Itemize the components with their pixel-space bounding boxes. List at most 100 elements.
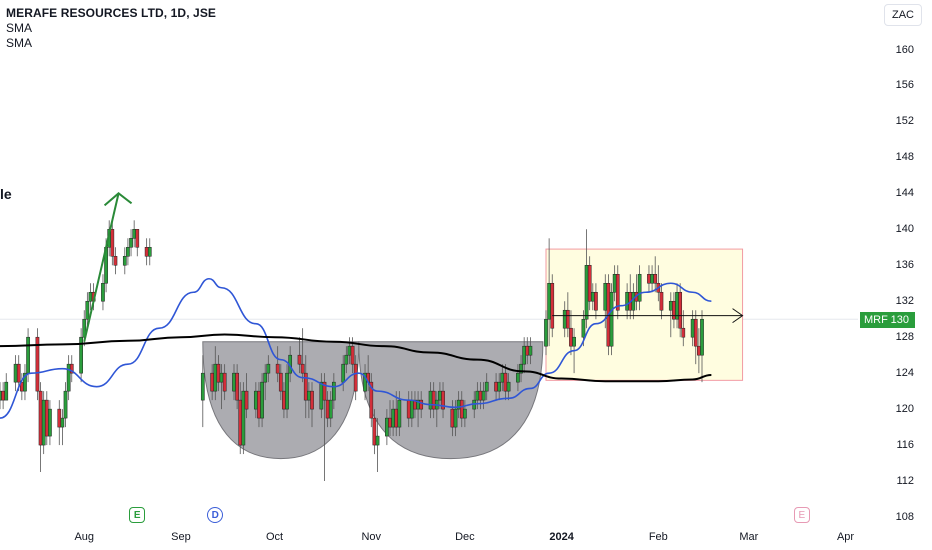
candle-body xyxy=(409,399,414,419)
candle-body xyxy=(522,345,527,365)
candle-body xyxy=(235,372,239,401)
candle-body xyxy=(672,300,676,320)
y-tick-label: 108 xyxy=(895,511,914,523)
candle-body xyxy=(60,417,65,428)
candle-body xyxy=(122,256,127,266)
candle-body xyxy=(35,336,40,392)
candle-body xyxy=(57,408,62,428)
candle-body xyxy=(681,327,686,338)
candle-body xyxy=(494,381,498,392)
candle-body xyxy=(693,318,698,347)
candle-body xyxy=(478,390,483,401)
candle-body xyxy=(525,345,530,356)
candle-body xyxy=(266,363,271,374)
currency-button[interactable]: ZAC xyxy=(884,4,922,26)
candle-body xyxy=(275,363,280,374)
candle-body xyxy=(506,381,511,392)
sma-indicator-2[interactable]: SMA xyxy=(6,36,33,50)
candle-body xyxy=(544,318,548,347)
y-tick-label: 152 xyxy=(895,115,914,128)
last-price-tag: MRF 130 xyxy=(860,312,915,328)
candle-body xyxy=(132,229,137,239)
candle-body xyxy=(129,238,133,248)
candle-body xyxy=(282,390,286,410)
candle-body xyxy=(300,363,305,374)
candle-body xyxy=(397,399,402,428)
candle-body xyxy=(82,318,87,338)
candle-body xyxy=(550,283,555,329)
x-tick-label: Oct xyxy=(265,531,284,543)
candle-body xyxy=(463,408,467,419)
candle-body xyxy=(257,390,261,419)
sma-lines xyxy=(0,277,712,419)
candle-body xyxy=(372,417,377,446)
symbol-title[interactable]: MERAFE RESOURCES LTD, 1D, JSE xyxy=(6,6,217,20)
candle-body xyxy=(260,381,264,419)
x-tick-label: Mar xyxy=(739,531,759,543)
earnings-marker[interactable]: E xyxy=(793,507,810,523)
earnings-marker[interactable]: E xyxy=(129,507,146,523)
candle-body xyxy=(353,363,358,392)
candle-body xyxy=(16,363,21,383)
candle-body xyxy=(590,291,595,302)
candle-body xyxy=(668,300,673,311)
x-tick-label: Apr xyxy=(836,531,855,543)
candle-body xyxy=(562,309,567,329)
chart-overlays xyxy=(0,248,858,460)
chart-legend: MERAFE RESOURCES LTD, 1D, JSE SMA SMA xyxy=(6,6,216,51)
candle-body xyxy=(475,390,480,401)
price-tag-value: 130 xyxy=(890,314,909,326)
candle-body xyxy=(584,265,589,320)
candle-body xyxy=(322,381,327,401)
candle-body xyxy=(135,229,140,248)
candle-body xyxy=(503,372,508,392)
candle-body xyxy=(48,408,52,437)
candle-body xyxy=(13,363,18,383)
annotations-layer xyxy=(83,192,744,342)
sma-slow-line xyxy=(0,333,712,383)
candle-body xyxy=(328,399,333,419)
y-tick-label: 132 xyxy=(895,295,914,308)
candle-body xyxy=(528,345,533,356)
candle-body xyxy=(519,363,523,374)
candle-body xyxy=(144,247,149,257)
candle-body xyxy=(232,372,236,392)
candle-body xyxy=(653,274,658,284)
candle-body xyxy=(369,381,374,419)
candle-body xyxy=(388,417,392,428)
candle-body xyxy=(222,372,227,392)
candle-body xyxy=(441,390,445,410)
candle-body xyxy=(110,229,115,257)
candle-body xyxy=(547,283,551,320)
candle-body xyxy=(428,390,433,410)
candle-body xyxy=(419,399,424,410)
y-tick-label: 144 xyxy=(895,187,914,200)
trend-arrow-shaft xyxy=(83,193,120,342)
level-arrow-head xyxy=(732,308,744,324)
x-tick-label: Nov xyxy=(361,531,382,543)
candle-body xyxy=(391,408,395,428)
y-tick-label: 124 xyxy=(895,367,914,380)
sma-indicator-1[interactable]: SMA xyxy=(6,21,33,35)
candle-body xyxy=(23,372,27,392)
candle-body xyxy=(594,291,598,311)
y-tick-label: 120 xyxy=(895,403,914,416)
candle-body xyxy=(147,247,152,257)
candle-body xyxy=(101,283,105,302)
candle-body xyxy=(341,363,346,383)
candle-body xyxy=(319,381,324,410)
candle-body xyxy=(678,291,683,329)
x-tick-label: Dec xyxy=(455,531,475,543)
candle-body xyxy=(113,256,118,266)
candle-body xyxy=(263,372,268,383)
candle-body xyxy=(344,354,349,365)
candle-body xyxy=(216,363,221,383)
candle-body xyxy=(697,345,701,356)
candle-body xyxy=(253,390,258,410)
candle-body xyxy=(650,274,654,284)
cut-off-label: le xyxy=(0,186,12,202)
y-tick-label: 160 xyxy=(895,43,914,56)
candle-body xyxy=(88,291,93,302)
dividend-marker[interactable]: D xyxy=(207,507,224,523)
